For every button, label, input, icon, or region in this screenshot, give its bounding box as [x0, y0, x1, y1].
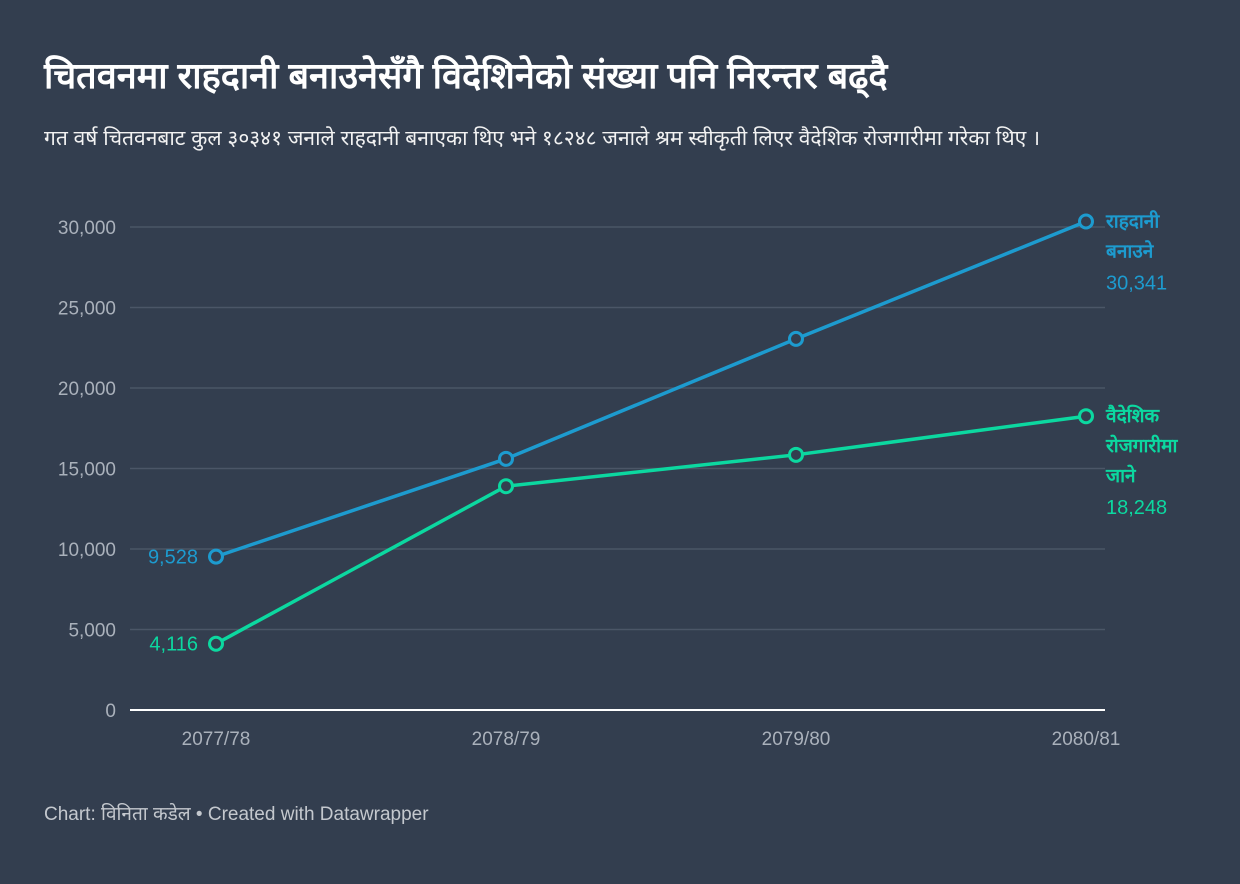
chart-title: चितवनमा राहदानी बनाउनेसँगै विदेशिनेको सं…	[44, 55, 888, 96]
data-point	[498, 450, 514, 467]
data-point	[788, 330, 804, 347]
y-tick-label: 20,000	[58, 379, 116, 400]
start-value-label: 4,116	[149, 634, 198, 656]
end-value-label: 30,341	[1106, 273, 1167, 295]
data-point	[1078, 213, 1094, 230]
x-tick-label: 2080/81	[1052, 729, 1121, 750]
x-tick-label: 2077/78	[182, 729, 251, 750]
series-name-label: जाने	[1105, 464, 1137, 487]
data-point	[208, 635, 224, 652]
y-tick-label: 15,000	[58, 460, 116, 481]
y-tick-label: 25,000	[58, 299, 116, 320]
y-tick-label: 30,000	[58, 218, 116, 239]
series-name-label: राहदानी	[1105, 210, 1160, 233]
x-tick-label: 2079/80	[762, 729, 831, 750]
data-point	[208, 548, 224, 565]
y-tick-label: 0	[105, 701, 116, 722]
chart-footer: Chart: विनिता कडेल • Created with Datawr…	[44, 804, 429, 825]
end-value-label: 18,248	[1106, 497, 1167, 519]
data-point	[498, 478, 514, 495]
y-tick-label: 5,000	[68, 621, 116, 642]
x-tick-label: 2078/79	[472, 729, 541, 750]
series-line	[215, 414, 1087, 646]
series-name-label: वैदेशिक	[1105, 404, 1160, 427]
chart-subtitle: गत वर्ष चितवनबाट कुल ३०३४१ जनाले राहदानी…	[44, 127, 1041, 150]
data-point	[1078, 408, 1094, 425]
start-value-label: 9,528	[148, 547, 198, 569]
y-tick-label: 10,000	[58, 540, 116, 561]
series-name-label: बनाउने	[1105, 240, 1155, 263]
data-point	[788, 446, 804, 463]
series-name-label: रोजगारीमा	[1105, 434, 1178, 457]
series-line	[215, 219, 1087, 559]
